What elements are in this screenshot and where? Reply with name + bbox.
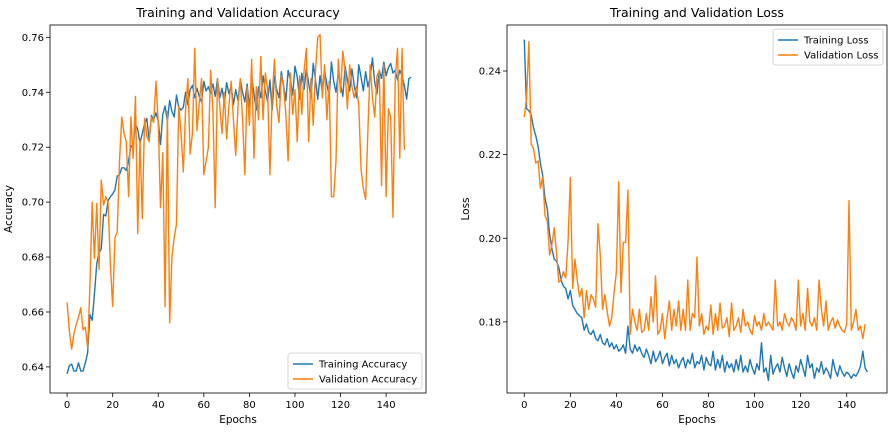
plot-lines [66,33,412,374]
x-tick-label: 0 [64,400,70,411]
legend-label: Training Loss [803,36,869,47]
x-tick-label: 60 [197,400,210,411]
y-tick-label: 0.68 [22,253,44,264]
y-tick-label: 0.66 [22,307,44,318]
y-tick-label: 0.70 [22,198,44,209]
legend: Training Loss Validation Loss [772,28,884,66]
y-tick-label: 0.74 [22,88,44,99]
y-tick-label: 0.64 [22,362,44,373]
plot-frame [49,24,427,394]
plot-lines [523,39,869,382]
x-tick-label: 40 [152,400,165,411]
chart-panel-2: 0 20 40 60 80 100 120 140 0.18 0.20 0.22 0.24 Traini… [460,5,888,426]
x-tick-label: 40 [610,400,623,411]
x-axis-label: Epochs [678,414,716,426]
y-axis-label: Loss [460,197,472,220]
x-tick-label: 120 [331,400,350,411]
x-tick-label: 80 [702,400,715,411]
y-tick-label: 0.20 [479,234,501,245]
x-tick-label: 20 [106,400,119,411]
y-tick-label: 0.18 [479,317,501,328]
legend-label: Validation Loss [804,51,879,62]
x-tick-label: 20 [564,400,577,411]
legend-box [287,352,423,390]
y-tick-label: 0.72 [22,143,44,154]
x-axis-label: Epochs [219,414,257,426]
legend-label: Validation Accuracy [319,375,417,386]
series-line-training-accuracy [66,57,412,374]
x-tick-label: 100 [285,400,304,411]
chart-panel-1: 0 20 40 60 80 100 120 140 0.64 0.66 0.68 0.70 0.72 0.… [3,5,427,426]
y-tick-label: 0.24 [479,67,501,78]
y-tick-label: 0.76 [22,33,44,44]
x-tick-label: 140 [377,400,396,411]
x-tick-label: 100 [745,400,764,411]
series-line-validation-loss [523,41,866,340]
legend: Training Accuracy Validation Accuracy [287,352,423,390]
legend-label: Training Accuracy [318,360,407,371]
y-axis-label: Accuracy [3,185,15,233]
series-line-validation-accuracy [66,33,406,350]
chart-title: Training and Validation Accuracy [135,5,340,20]
plot-frame [506,24,888,394]
x-tick-label: 140 [837,400,856,411]
x-tick-label: 80 [243,400,256,411]
chart-title: Training and Validation Loss [609,5,784,20]
x-tick-label: 0 [521,400,527,411]
legend-box [772,28,884,66]
x-tick-label: 60 [656,400,669,411]
series-line-training-loss [523,39,869,382]
x-tick-label: 120 [791,400,810,411]
y-tick-label: 0.22 [479,150,501,161]
